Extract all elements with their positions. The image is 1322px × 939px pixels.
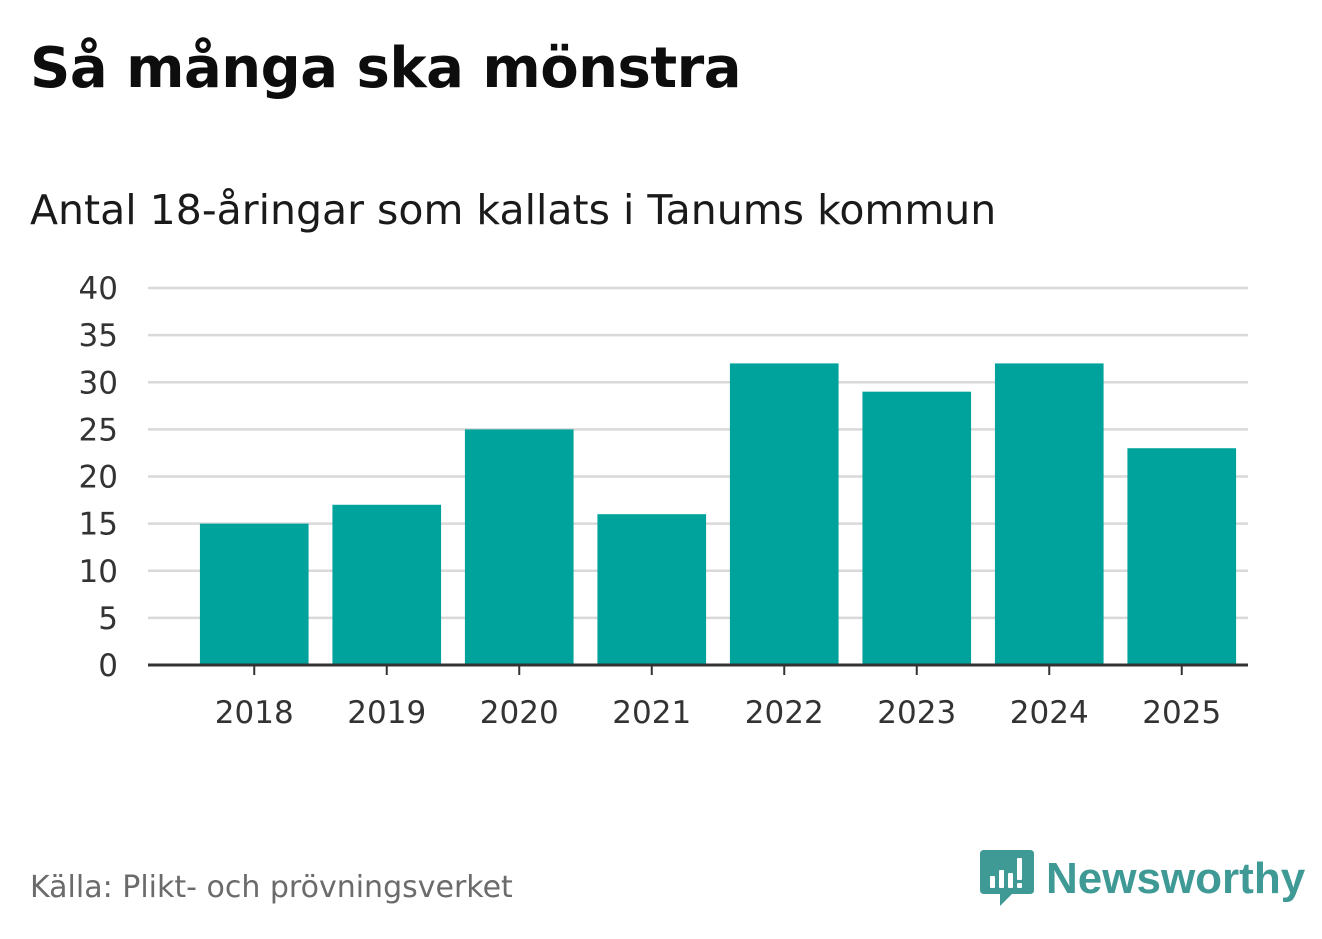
bar-2025 [1127,448,1237,665]
bar-2021 [597,514,707,665]
chart-subtitle: Antal 18-åringar som kallats i Tanums ko… [30,186,997,234]
brand-logo: Newsworthy [978,848,1305,910]
y-tick-label: 0 [98,648,118,684]
x-tick-label: 2019 [347,695,426,731]
y-tick-label: 35 [79,318,118,354]
y-tick-label: 15 [79,507,118,543]
bar-2020 [464,429,574,665]
y-tick-label: 25 [79,412,118,448]
source-note: Källa: Plikt- och prövningsverket [30,870,513,905]
x-axis: 2018 2019 2020 2021 2022 2023 2024 2025 [148,663,1248,731]
chart-title: Så många ska mönstra [30,36,742,101]
x-tick-label: 2018 [215,695,294,731]
y-axis-ticks: 0 5 10 15 20 25 30 35 40 [79,271,118,684]
bar-2018 [199,523,309,665]
x-tick-label: 2020 [480,695,559,731]
y-tick-label: 40 [79,271,118,307]
y-tick-label: 30 [79,365,118,401]
newsworthy-logo-icon [980,850,1034,906]
x-tick-label: 2025 [1142,695,1221,731]
x-tick-label: 2023 [877,695,956,731]
brand-name: Newsworthy [1046,854,1306,903]
x-tick-label: 2022 [745,695,824,731]
y-tick-label: 20 [79,460,118,496]
y-tick-label: 10 [79,554,118,590]
bar-2024 [994,363,1104,665]
x-tick-label: 2024 [1010,695,1089,731]
x-tick-label: 2021 [612,695,691,731]
bar-2023 [862,391,972,665]
bars [199,363,1237,665]
bar-2019 [332,504,442,665]
y-tick-label: 5 [98,601,118,637]
bar-2022 [729,363,839,665]
